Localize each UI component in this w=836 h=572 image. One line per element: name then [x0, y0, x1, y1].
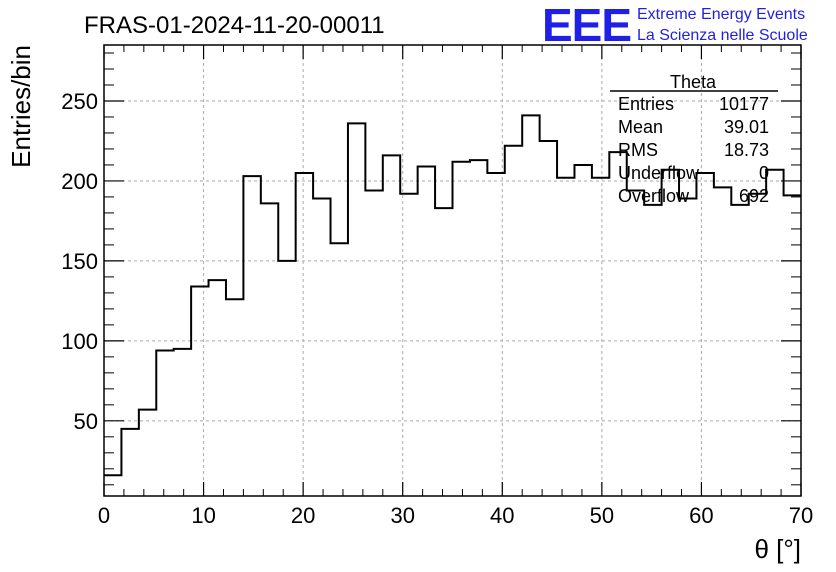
histogram-bin: [487, 173, 504, 496]
histogram-bin: [470, 160, 487, 496]
stats-row-value: 0: [759, 163, 769, 183]
histogram-bin: [348, 123, 365, 496]
stats-title: Theta: [670, 72, 717, 92]
stats-row-name: RMS: [618, 140, 658, 160]
plot-frame: [103, 44, 802, 497]
histogram-bin: [662, 170, 679, 496]
logo-letters: EEE: [542, 0, 631, 51]
histogram-bin: [104, 475, 121, 496]
x-tick-label: 20: [291, 503, 315, 528]
y-tick-label: 200: [61, 169, 98, 194]
histogram-bin: [156, 350, 173, 496]
stats-row-name: Overflow: [618, 186, 690, 206]
y-tick-label: 150: [61, 249, 98, 274]
histogram-bin: [574, 165, 591, 496]
histogram-bin: [696, 173, 713, 496]
histogram-bin: [383, 155, 400, 496]
histogram-bin: [749, 194, 766, 496]
histogram-bin: [139, 410, 156, 496]
histogram-bin: [592, 178, 609, 496]
stats-row-name: Entries: [618, 94, 674, 114]
stats-row-value: 39.01: [724, 117, 769, 137]
histogram-bin: [121, 429, 138, 496]
x-tick-label: 60: [689, 503, 713, 528]
histogram-bin: [365, 191, 382, 496]
stats-row-name: Mean: [618, 117, 663, 137]
histogram-bin: [261, 203, 278, 496]
x-tick-label: 70: [789, 503, 813, 528]
histogram-bin: [766, 170, 783, 496]
logo-line1: Extreme Energy Events: [637, 6, 805, 23]
histogram-bin: [174, 349, 191, 496]
chart-title: FRAS-01-2024-11-20-00011: [84, 12, 385, 39]
x-axis-label: θ [°]: [754, 534, 801, 564]
x-tick-label: 10: [191, 503, 215, 528]
histogram-bin: [243, 176, 260, 496]
stats-row-value: 692: [739, 186, 769, 206]
histogram-bin: [209, 280, 226, 496]
histogram-bin: [226, 299, 243, 496]
y-ticks: 50 100 150 200 250: [61, 52, 801, 486]
stats-box: Theta Entries 10177 Mean 39.01 RMS 18.73 Under…: [610, 72, 778, 206]
stats-row-name: Underflow: [618, 163, 700, 183]
histogram-bin: [540, 141, 557, 496]
histogram-bin: [278, 261, 295, 496]
y-tick-label: 50: [74, 409, 98, 434]
histogram-bin: [191, 286, 208, 496]
histogram-bin: [731, 205, 748, 496]
histogram-bin: [435, 208, 452, 496]
y-tick-label: 250: [61, 89, 98, 114]
y-tick-label: 100: [61, 329, 98, 354]
histogram-bin: [784, 195, 801, 496]
histogram-bin: [714, 187, 731, 496]
x-tick-label: 40: [490, 503, 514, 528]
histogram-bin: [679, 199, 696, 496]
histogram-bin: [418, 167, 435, 496]
histogram-bin: [313, 199, 330, 496]
histogram-bin: [557, 178, 574, 496]
x-ticks: 0 10 20 30 40 50 60 70: [98, 45, 813, 528]
x-tick-label: 50: [590, 503, 614, 528]
histogram-bars: [104, 114, 801, 496]
y-axis-label: Entries/bin: [6, 45, 36, 168]
x-tick-label: 0: [98, 503, 110, 528]
stats-row-value: 10177: [719, 94, 769, 114]
histogram-bin: [296, 173, 313, 496]
histogram-bin: [522, 115, 539, 496]
stats-row-value: 18.73: [724, 140, 769, 160]
histogram-bin: [644, 205, 661, 496]
histogram-outline: [104, 114, 801, 477]
stats-rows: Entries 10177 Mean 39.01 RMS 18.73 Underflow 0 O…: [618, 94, 769, 206]
x-tick-label: 30: [390, 503, 414, 528]
histogram-bin: [627, 191, 644, 496]
histogram-bin: [453, 162, 470, 496]
logo-line2: La Scienza nelle Scuole: [637, 27, 808, 44]
eee-logo: EEE Extreme Energy Events La Scienza nel…: [542, 0, 808, 51]
histogram-bin: [505, 146, 522, 496]
histogram-bin: [400, 194, 417, 496]
histogram-bin: [331, 243, 348, 496]
